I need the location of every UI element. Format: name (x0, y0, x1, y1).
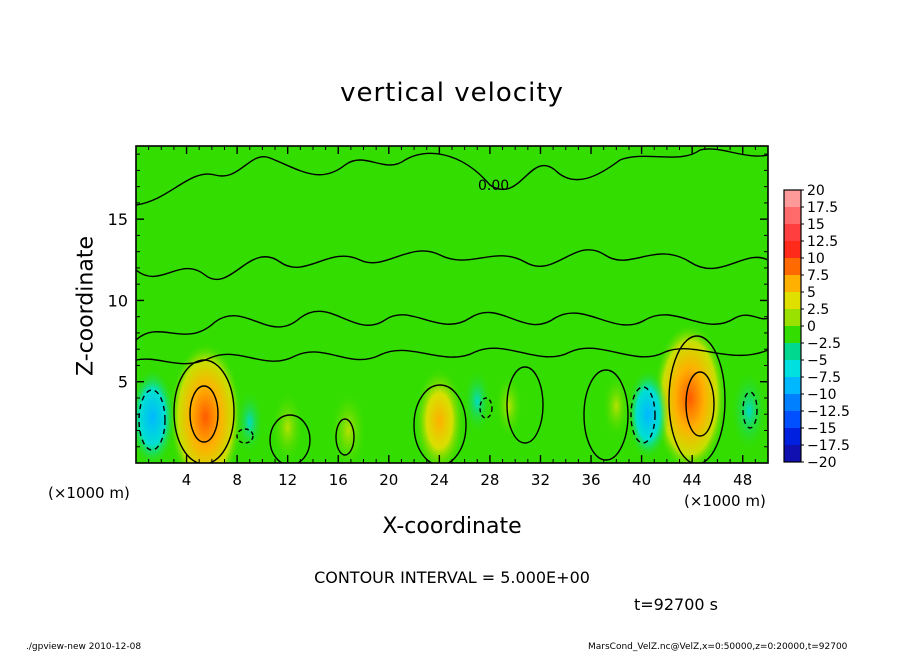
velocity-cell-4 (271, 389, 305, 463)
footer-source: MarsCond_VelZ.nc@VelZ,x=0:50000,z=0:2000… (588, 642, 848, 652)
contour-neg-small (236, 428, 254, 444)
velocity-cell-8 (626, 368, 669, 461)
colorbar-label: 15 (807, 217, 825, 233)
colorbar-swatch-5 (784, 275, 801, 293)
x-tick-label-28: 28 (480, 471, 499, 489)
colorbar-label: −2.5 (807, 336, 841, 352)
contour-neg-far (742, 391, 758, 429)
zero-contour-middle (136, 249, 768, 281)
x-axis: 4 8 12 16 20 24 28 32 36 40 44 48 (148, 146, 756, 489)
x-tick-label-8: 8 (232, 471, 242, 489)
y-tick-label-15: 15 (108, 210, 128, 229)
colorbar-label: −12.5 (807, 404, 850, 420)
colorbar-swatch-11 (784, 377, 801, 395)
contour-label: 0.00 (478, 178, 509, 194)
velocity-cell-9 (730, 369, 768, 453)
contour-neg-left (138, 389, 166, 451)
x-tick-label-40: 40 (632, 471, 651, 489)
colorbar-label: 0 (807, 319, 816, 335)
x-unit-label-right: (×1000 m) (684, 492, 766, 510)
colorbar-label: −5 (807, 353, 828, 369)
colorbar-label: −10 (807, 387, 837, 403)
colorbar-swatch-15 (784, 445, 801, 463)
contour-cell-b (583, 369, 629, 461)
contour-interval-label: CONTOUR INTERVAL = 5.000E+00 (314, 568, 590, 587)
x-tick-label-48: 48 (733, 471, 752, 489)
colorbar-label: 5 (807, 285, 816, 301)
colorbar-label: −17.5 (807, 438, 850, 454)
x-tick-label-20: 20 (379, 471, 398, 489)
x-tick-label-44: 44 (683, 471, 702, 489)
contour-cell-right-inner (685, 371, 715, 437)
colorbar-swatch-2 (784, 224, 801, 242)
velocity-cell-11 (462, 367, 492, 435)
colorbar-label: 12.5 (807, 234, 838, 250)
chart-title: vertical velocity (340, 78, 564, 108)
colorbar-swatch-10 (784, 360, 801, 378)
velocity-cell-7 (136, 367, 176, 463)
colorbar-label: −15 (807, 421, 837, 437)
x-tick-label-36: 36 (581, 471, 600, 489)
colorbar-label: 20 (807, 183, 825, 199)
zero-contour-lower (136, 310, 768, 341)
x-tick-label-24: 24 (430, 471, 449, 489)
x-axis-label: X-coordinate (382, 514, 522, 539)
colorbar-label: −20 (807, 455, 837, 471)
y-axis-label: Z-coordinate (73, 236, 99, 376)
contour-neg-right (630, 386, 656, 444)
colorbar-swatch-3 (784, 241, 801, 259)
colorbar-swatch-9 (784, 343, 801, 361)
colorbar-swatch-4 (784, 258, 801, 276)
footer-program: ./gpview-new 2010-12-08 (26, 642, 142, 652)
time-label: t=92700 s (634, 595, 718, 614)
x-tick-label-12: 12 (278, 471, 297, 489)
velocity-cell-0 (169, 342, 242, 463)
velocity-cell-3 (329, 388, 368, 463)
x-tick-label-32: 32 (531, 471, 550, 489)
colorbar-swatch-13 (784, 411, 801, 429)
colorbar-swatch-12 (784, 394, 801, 412)
contour-cell-c (506, 366, 544, 444)
x-unit-label-left: (×1000 m) (48, 484, 130, 502)
colorbar-swatch-1 (784, 207, 801, 225)
x-tick-label-4: 4 (182, 471, 192, 489)
contour-cell-left-inner (189, 385, 219, 443)
colorbar-swatch-14 (784, 428, 801, 446)
colorbar-swatch-8 (784, 326, 801, 344)
contour-cell-center (413, 384, 467, 463)
x-tick-label-16: 16 (329, 471, 348, 489)
velocity-cell-6 (494, 372, 524, 440)
contour-cell-small (335, 418, 355, 456)
colorbar-swatch-7 (784, 309, 801, 327)
colorbar-label: 2.5 (807, 302, 829, 318)
velocity-cell-10 (235, 388, 265, 456)
y-axis: 5 10 15 (108, 153, 768, 448)
contour-neg-small2 (479, 397, 493, 419)
contour-cell-left (173, 359, 235, 463)
contour-lines (136, 148, 768, 463)
colorbar-label: 10 (807, 251, 825, 267)
zero-contour-upper (136, 148, 768, 206)
colorbar-label: 7.5 (807, 268, 829, 284)
zero-contour-low (136, 347, 768, 365)
colorbar-swatch-0 (784, 190, 801, 208)
contour-cell-right (668, 335, 726, 463)
y-tick-label-10: 10 (108, 291, 128, 310)
colorbar-label: 17.5 (807, 200, 838, 216)
contour-cell-a (269, 414, 311, 463)
colorbar-swatch-6 (784, 292, 801, 310)
colorbar: 2017.51512.5107.552.50−2.5−5−7.5−10−12.5… (783, 183, 850, 471)
colorbar-label: −7.5 (807, 370, 841, 386)
y-tick-label-5: 5 (118, 373, 128, 392)
